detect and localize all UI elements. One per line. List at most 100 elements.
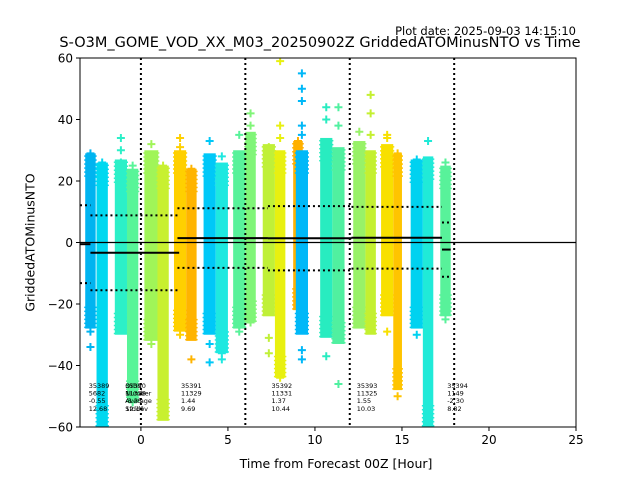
scatter-point [113,320,128,323]
scatter-point [185,190,198,193]
outlier-marker [322,103,331,112]
scatter-point [113,316,128,319]
scatter-point [232,314,247,317]
scatter-point [409,322,424,325]
scatter-point [331,153,346,155]
scatter-point [319,143,334,146]
outlier-marker [128,398,137,407]
outlier-marker [355,146,364,155]
outlier-marker [334,103,343,112]
scatter-cluster [172,133,188,339]
scatter-point [244,153,257,156]
scatter-point [172,172,188,174]
x-axis-label: Time from Forecast 00Z [Hour] [239,456,433,471]
scatter-cluster [125,161,140,407]
scatter-point [331,341,346,344]
scatter-points [422,156,434,427]
scatter-points [332,147,345,344]
scatter-point [261,298,276,300]
scatter-point [84,171,97,173]
scatter-point [439,314,452,316]
outlier-marker [176,330,185,339]
scatter-point [421,178,435,180]
scatter-point [380,294,395,296]
scatter-cluster [409,155,424,339]
scatter-point [156,406,170,409]
scatter-point [421,158,435,160]
scatter-point [113,312,128,315]
outlier-marker [276,373,285,382]
scatter-point [143,338,160,341]
scatter-point [261,306,276,308]
scatter-point [273,168,287,170]
scatter-point [409,173,424,175]
scatter-points [353,141,366,329]
scatter-point [95,421,109,423]
scatter-point [439,179,452,182]
outlier-marker [187,170,196,179]
scatter-point [156,183,170,186]
scatter-point [95,172,109,175]
orbit-annotation-orbit: 35390 [125,382,146,390]
scatter-point [439,171,452,174]
y-tick-label: 0 [65,236,73,250]
scatter-point [352,159,367,161]
scatter-point [261,302,276,304]
orbit-annotation-count: 11325 [357,390,378,398]
scatter-point [380,146,395,148]
scatter-point [319,327,334,330]
chart-title: S-O3M_GOME_VOD_XX_M03_20250902Z GriddedA… [59,35,581,51]
outlier-marker [98,386,107,395]
scatter-point [214,180,229,183]
scatter-point [421,162,435,164]
scatter-cluster [113,133,128,335]
scatter-point [331,157,346,159]
orbit-annotation-count: 11331 [271,390,292,398]
outlier-marker [412,330,421,339]
scatter-point [409,326,424,329]
orbit-annotation-mean: -2.30 [447,397,464,405]
scatter-points [381,144,394,317]
scatter-points [85,153,96,329]
scatter-point [143,152,160,154]
scatter-point [439,294,452,296]
y-axis-label: GriddedATOMinusNTO [22,173,38,312]
scatter-point [409,165,424,167]
scatter-point [331,333,346,336]
scatter-point [202,324,217,327]
orbit-annotation-orbit: 35389 [89,382,110,390]
scatter-point [172,164,188,166]
scatter-point [352,163,367,165]
outlier-marker [176,143,185,152]
orbit-annotation-std: 10.44 [271,405,290,413]
scatter-point [185,322,198,325]
scatter-point [214,331,229,333]
scatter-point [261,314,276,316]
scatter-point [319,151,334,154]
scatter-point [380,158,395,160]
scatter-point [331,169,346,171]
scatter-cluster [232,130,247,336]
scatter-point [294,156,309,158]
scatter-point [185,334,198,337]
scatter-point [409,306,424,309]
scatter-point [409,310,424,313]
scatter-point [380,150,395,152]
orbit-annotation-header: Orbit [125,382,142,390]
outlier-marker [366,109,375,118]
scatter-point [294,328,309,331]
scatter-point [364,312,377,315]
scatter-point [421,166,435,168]
scatter-point [409,314,424,317]
scatter-point [185,326,198,329]
scatter-point [172,317,188,320]
outlier-marker [393,392,402,401]
scatter-point [439,167,452,170]
scatter-point [156,402,170,405]
orbit-annotation-count: 11328 [125,390,146,398]
scatter-point [439,310,452,312]
outlier-marker [366,324,375,333]
scatter-cluster [261,143,276,358]
scatter-point [232,152,247,154]
scatter-point [143,326,160,329]
